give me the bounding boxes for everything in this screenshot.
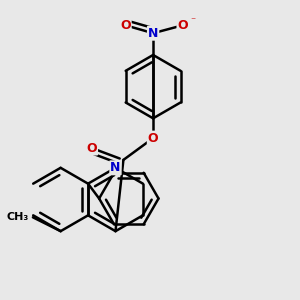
Text: O: O <box>178 19 188 32</box>
Text: ⁻: ⁻ <box>190 16 195 26</box>
Text: N: N <box>110 161 121 174</box>
Text: O: O <box>86 142 97 154</box>
Text: N: N <box>148 27 158 40</box>
Text: O: O <box>120 19 131 32</box>
Text: O: O <box>148 132 158 145</box>
Text: CH₃: CH₃ <box>7 212 29 222</box>
